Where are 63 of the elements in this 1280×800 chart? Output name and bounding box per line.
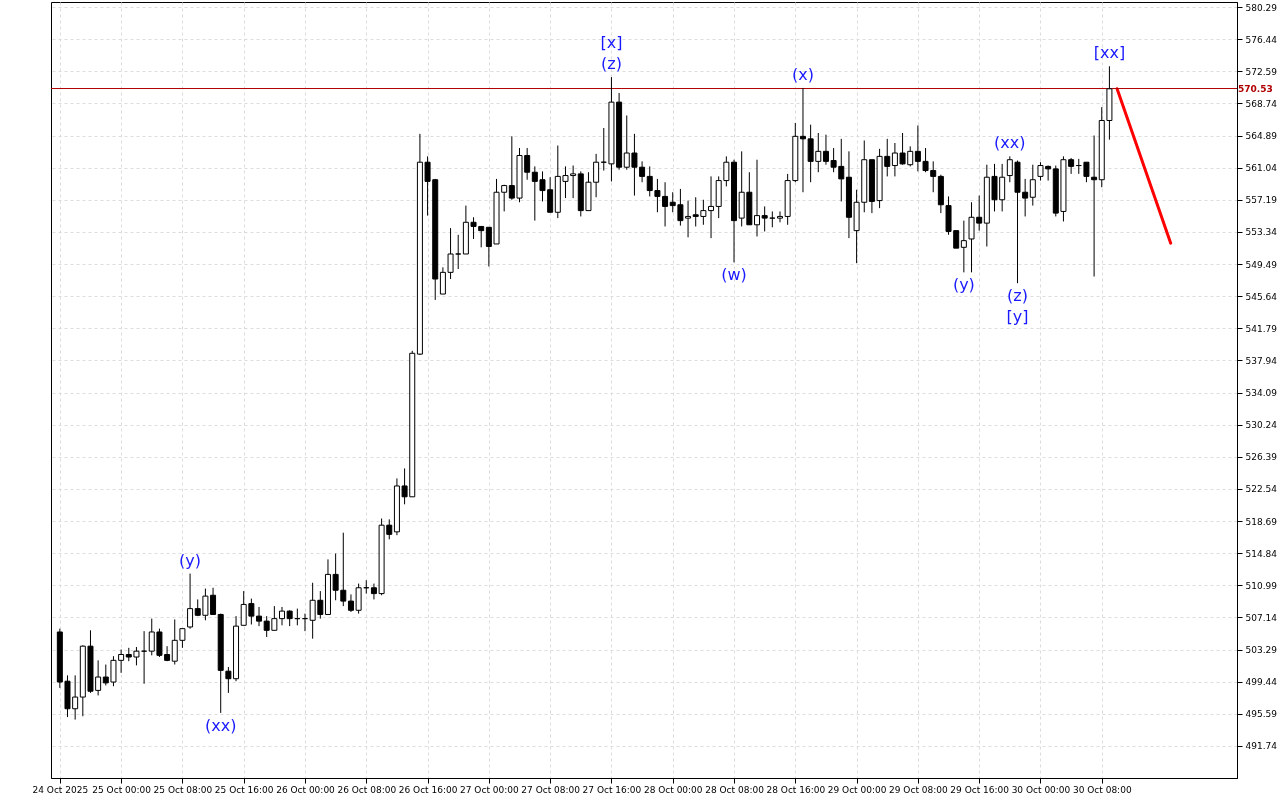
annotation: (z)	[1007, 286, 1028, 306]
x-tick-label: 30 Oct 08:00	[1072, 784, 1132, 795]
y-tick-label: 549.49	[1245, 259, 1278, 270]
candlestick	[754, 159, 760, 237]
x-tick-label: 28 Oct 08:00	[705, 784, 765, 795]
annotation: (z)	[600, 54, 622, 74]
y-tick-label: 576.44	[1245, 34, 1278, 45]
candlestick	[1091, 135, 1098, 278]
x-tick-label: 25 Oct 16:00	[214, 784, 274, 795]
x-tick-label: 27 Oct 16:00	[582, 784, 642, 795]
annotation: (w)	[721, 265, 747, 285]
x-tick-label: 26 Oct 16:00	[398, 784, 458, 795]
y-tick-label: 580.29	[1245, 2, 1278, 13]
annotation: [x]	[600, 33, 623, 53]
x-tick-label: 28 Oct 00:00	[643, 784, 703, 795]
y-tick-label: 561.04	[1245, 163, 1278, 174]
candlestick	[1083, 161, 1090, 183]
y-tick-label: 499.44	[1245, 677, 1278, 688]
annotation: [xx]	[1093, 43, 1126, 63]
y-tick-label: 541.79	[1245, 323, 1278, 334]
y-tick-label: 545.64	[1245, 291, 1278, 302]
y-tick-label: 495.59	[1245, 709, 1278, 720]
x-tick-label: 27 Oct 08:00	[521, 784, 581, 795]
y-tick-label: 572.59	[1245, 66, 1278, 77]
x-tick-label: 26 Oct 08:00	[337, 784, 397, 795]
y-tick-label: 503.29	[1245, 645, 1278, 656]
candlestick	[960, 220, 967, 273]
candlestick	[279, 606, 286, 626]
annotation: [y]	[1006, 307, 1029, 327]
y-tick-label: 522.54	[1245, 484, 1278, 495]
x-tick-label: 24 Oct 2025	[32, 784, 89, 795]
candlestick	[187, 573, 194, 630]
x-tick-label: 29 Oct 16:00	[950, 784, 1010, 795]
annotation: (xx)	[205, 715, 237, 735]
y-tick-label: 534.09	[1245, 388, 1278, 399]
candlestick	[761, 205, 768, 232]
annotation: (y)	[179, 550, 202, 570]
x-tick-label: 25 Oct 00:00	[92, 784, 152, 795]
y-tick-label: 514.84	[1245, 548, 1278, 559]
x-tick-label: 29 Oct 00:00	[827, 784, 887, 795]
x-tick-label: 25 Oct 08:00	[153, 784, 213, 795]
annotation: (y)	[952, 275, 975, 295]
y-tick-label: 568.74	[1245, 98, 1278, 109]
annotation: (xx)	[994, 133, 1026, 153]
annotation: (x)	[791, 64, 814, 84]
x-tick-label: 27 Oct 00:00	[460, 784, 519, 795]
y-tick-label: 510.99	[1245, 580, 1278, 591]
y-tick-label: 564.89	[1245, 131, 1278, 142]
x-tick-label: 29 Oct 08:00	[889, 784, 948, 795]
candlestick	[1029, 164, 1036, 207]
ref-line-label: 570.53	[1238, 83, 1273, 94]
y-tick-label: 526.39	[1245, 452, 1278, 463]
x-tick-label: 26 Oct 00:00	[276, 784, 336, 795]
y-tick-label: 530.24	[1245, 420, 1278, 431]
y-tick-label: 553.34	[1245, 227, 1278, 238]
y-tick-label: 491.74	[1245, 741, 1278, 752]
y-tick-label: 557.19	[1245, 195, 1278, 206]
x-tick-label: 28 Oct 16:00	[766, 784, 826, 795]
y-tick-label: 507.14	[1245, 612, 1278, 623]
y-tick-label: 518.69	[1245, 516, 1278, 527]
candlestick	[455, 234, 462, 270]
x-tick-label: 30 Oct 00:00	[1011, 784, 1071, 795]
y-tick-label: 537.94	[1245, 355, 1278, 366]
